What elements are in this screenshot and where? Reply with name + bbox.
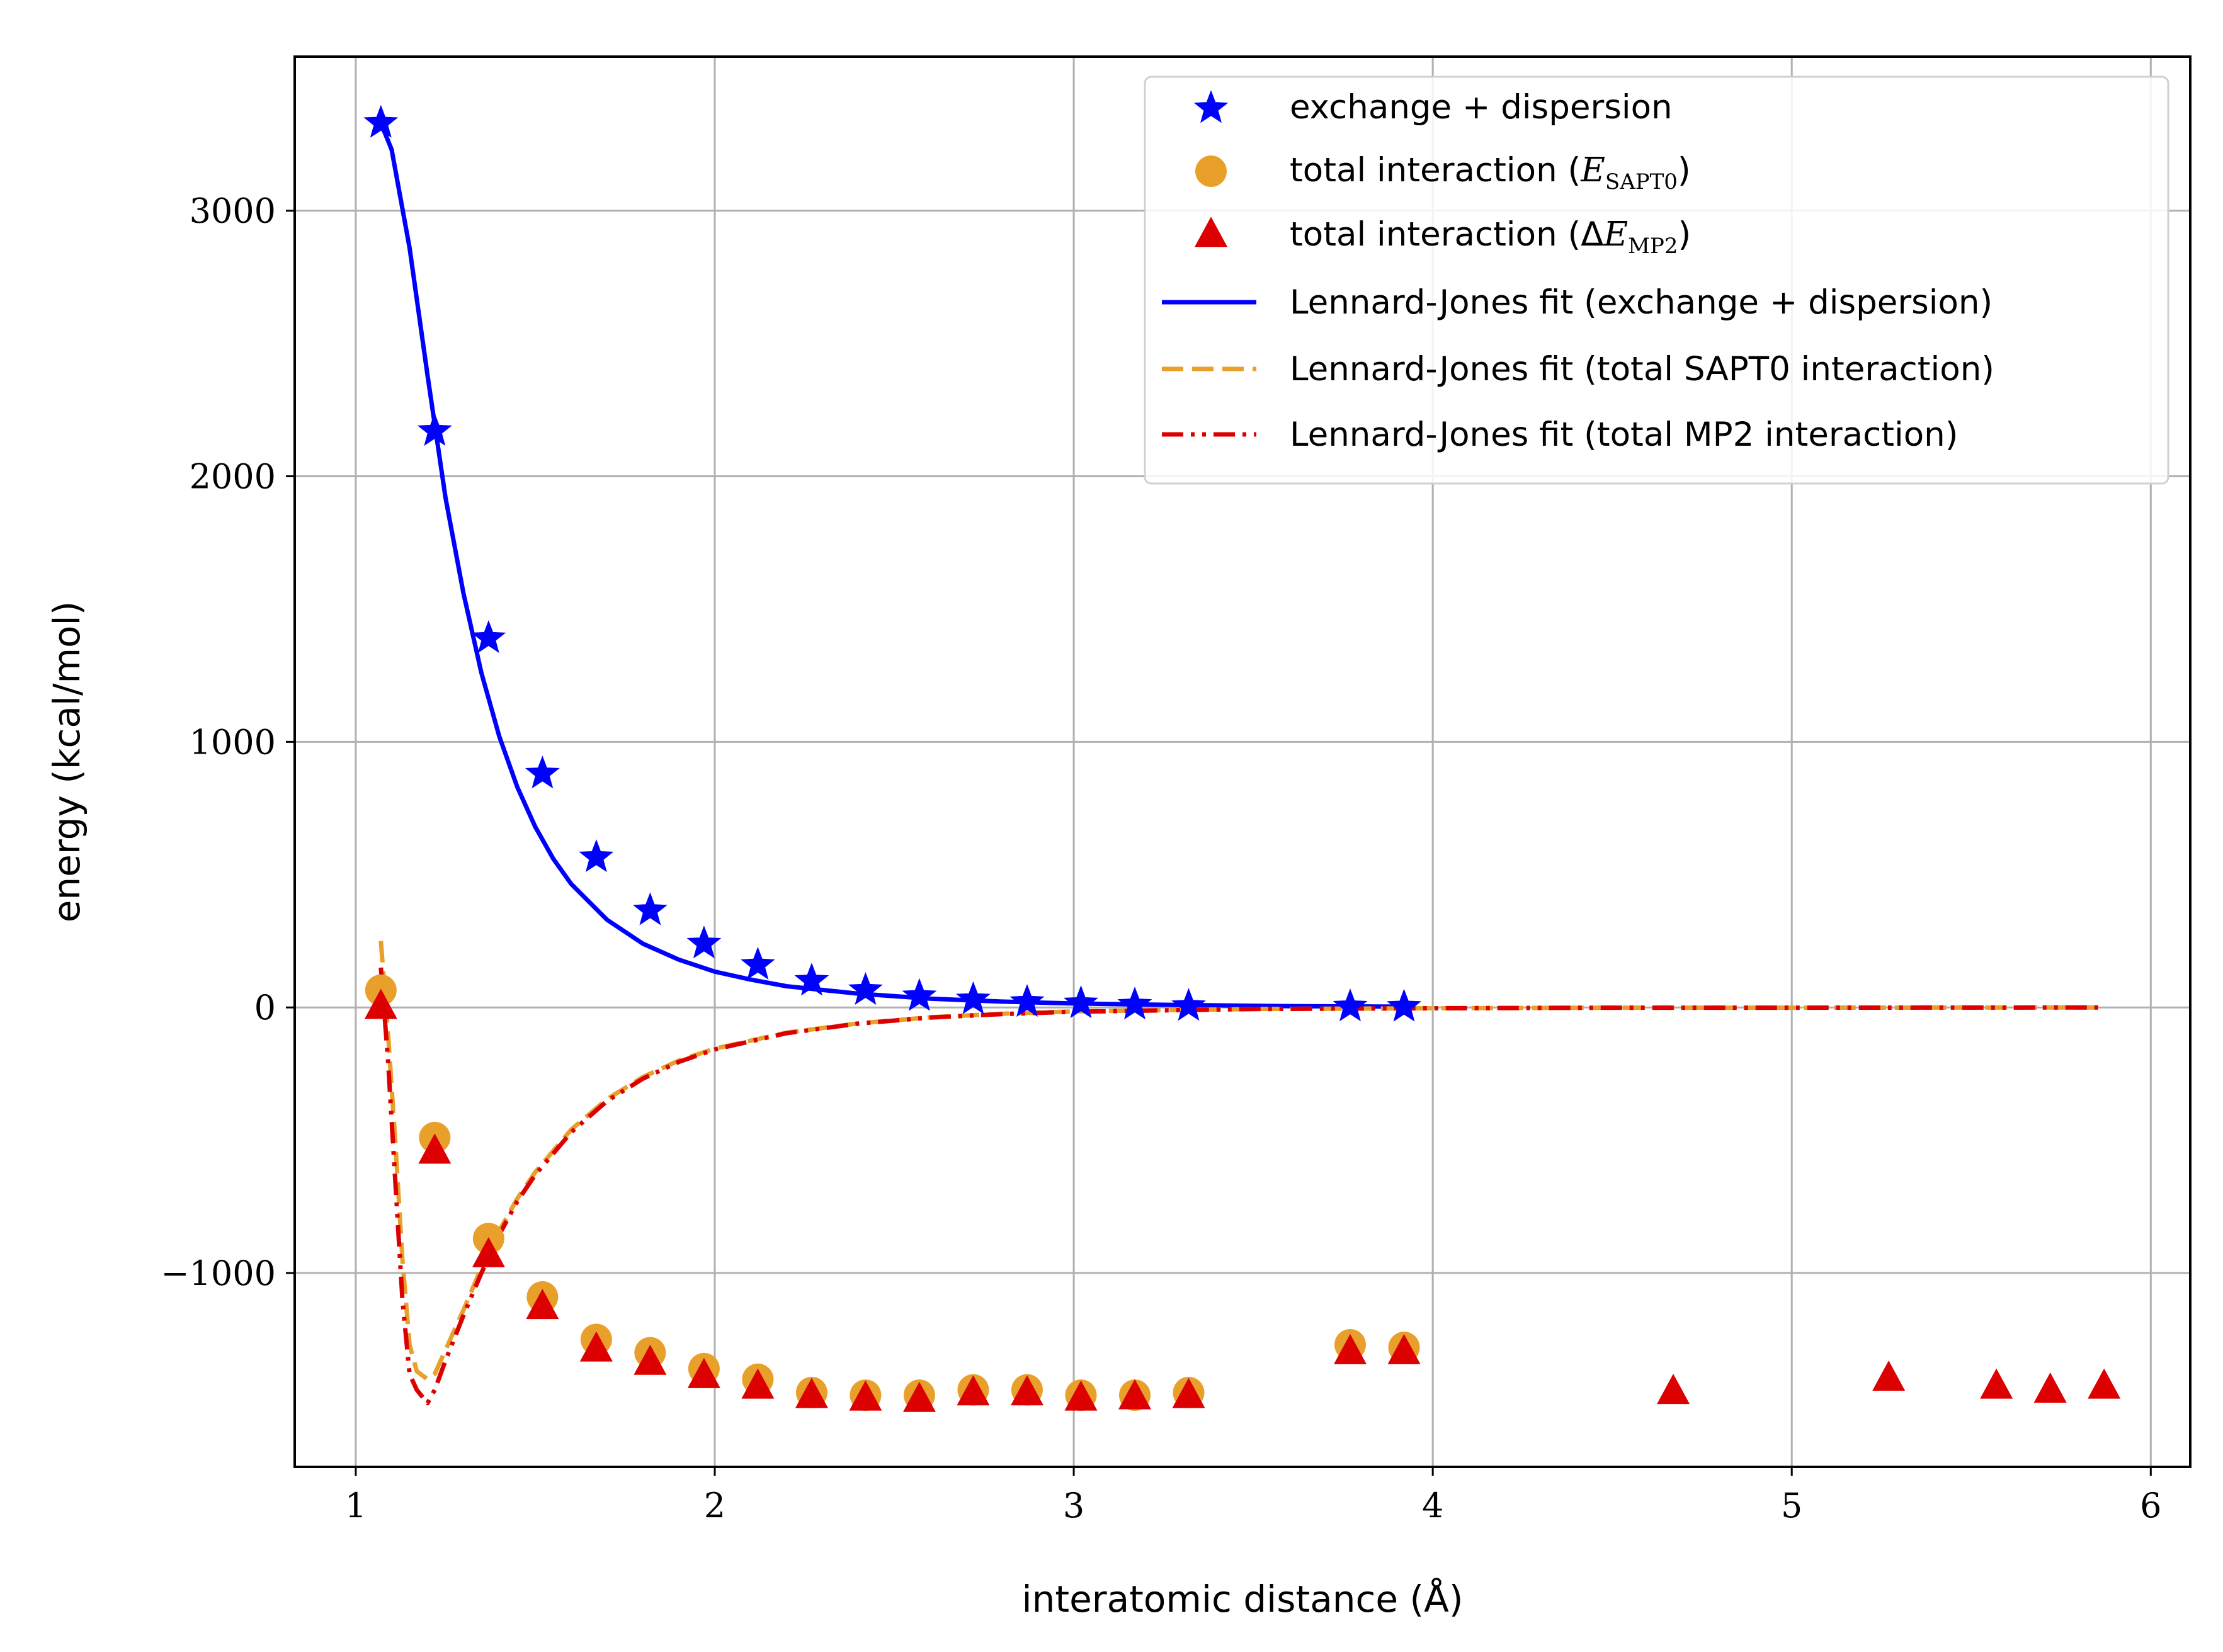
legend-label-part: Lennard-Jones fit (total MP2 interaction… xyxy=(1290,416,1958,454)
y-tick-label: −1000 xyxy=(161,1253,276,1293)
data-point-mp2 xyxy=(687,1357,720,1388)
legend-label-mp2: total interaction (ΔEMP2) xyxy=(1290,215,1691,259)
data-point-exch xyxy=(686,925,722,959)
legend-box xyxy=(1144,76,2169,485)
legend-label-fit_mp2: Lennard-Jones fit (total MP2 interaction… xyxy=(1290,416,1958,454)
x-axis-ticks: 1 2 3 4 5 6 xyxy=(345,1467,2161,1525)
data-point-exch xyxy=(1333,988,1368,1022)
data-point-exch xyxy=(1387,988,1421,1022)
plot-frame xyxy=(293,55,2192,1468)
data-points xyxy=(363,105,2121,1412)
x-tick-label: 4 xyxy=(1422,1486,1443,1525)
data-point-mp2 xyxy=(795,1378,828,1408)
x-tick-label: 5 xyxy=(1781,1486,1802,1525)
data-point-mp2 xyxy=(1657,1374,1690,1405)
legend-label-part: total interaction ( xyxy=(1290,215,1581,254)
data-point-exch xyxy=(1009,983,1045,1017)
data-point-exch xyxy=(902,978,937,1011)
legend-marker-exch xyxy=(1193,90,1229,123)
legend-label-part: Lennard-Jones fit (total SAPT0 interacti… xyxy=(1290,350,1994,388)
data-point-mp2 xyxy=(1172,1378,1205,1408)
data-point-exch xyxy=(632,892,668,925)
data-point-exch xyxy=(471,620,506,653)
y-tick-label: 1000 xyxy=(190,722,276,762)
legend-label-part: SAPT0 xyxy=(1605,169,1678,195)
data-point-exch xyxy=(956,981,991,1014)
data-point-mp2 xyxy=(634,1344,667,1375)
legend-label-exch: exchange + dispersion xyxy=(1290,88,1673,127)
data-point-exch xyxy=(525,755,560,789)
legend-label-part: E xyxy=(1603,215,1628,254)
legend-label-part: exchange + dispersion xyxy=(1290,88,1673,127)
legend-label-fit_exch: Lennard-Jones fit (exchange + dispersion… xyxy=(1290,283,1993,322)
x-tick-label: 3 xyxy=(1063,1486,1084,1525)
data-point-mp2 xyxy=(579,1331,613,1362)
data-point-mp2 xyxy=(418,1133,452,1164)
series-line-fit_exch xyxy=(378,122,1397,1009)
legend-marker-sapt xyxy=(1195,156,1227,187)
data-point-mp2 xyxy=(472,1236,505,1267)
legend-label-part: Δ xyxy=(1581,215,1603,254)
legend-label-fit_sapt: Lennard-Jones fit (total SAPT0 interacti… xyxy=(1290,350,1994,388)
legend-label-sapt: total interaction (ESAPT0) xyxy=(1290,151,1691,195)
data-point-mp2 xyxy=(364,988,397,1019)
y-tick-label: 2000 xyxy=(190,457,276,497)
data-point-exch xyxy=(1171,988,1206,1021)
data-point-mp2 xyxy=(849,1380,882,1411)
data-point-exch xyxy=(579,839,614,873)
data-point-mp2 xyxy=(1872,1361,1906,1391)
fit-lines xyxy=(378,122,2105,1406)
data-point-mp2 xyxy=(2088,1368,2121,1399)
legend-label-part: ) xyxy=(1678,151,1691,190)
data-point-exch xyxy=(417,412,452,446)
data-point-mp2 xyxy=(1980,1368,2013,1399)
x-tick-label: 2 xyxy=(704,1486,725,1525)
data-point-mp2 xyxy=(957,1375,990,1406)
data-point-mp2 xyxy=(1064,1380,1098,1411)
legend-label-part: ) xyxy=(1678,215,1691,254)
legend-label-part: E xyxy=(1580,151,1605,190)
data-point-mp2 xyxy=(1387,1333,1421,1364)
data-point-exch xyxy=(363,105,399,138)
legend: exchange + dispersion total interaction (… xyxy=(1144,76,2169,485)
x-tick-label: 1 xyxy=(345,1486,367,1525)
y-tick-label: 3000 xyxy=(190,191,276,231)
data-point-exch xyxy=(1117,987,1152,1020)
y-axis-label: energy (kcal/mol) xyxy=(45,601,88,923)
data-point-exch xyxy=(848,971,883,1005)
series-line-fit_mp2 xyxy=(378,967,2105,1406)
x-tick-label: 6 xyxy=(2140,1486,2161,1525)
data-point-mp2 xyxy=(526,1289,559,1320)
y-axis-ticks: 3000 2000 1000 0 −1000 xyxy=(161,191,295,1293)
legend-label-part: total interaction ( xyxy=(1290,151,1581,190)
legend-marker-mp2 xyxy=(1195,217,1227,247)
data-point-mp2 xyxy=(1334,1333,1367,1364)
data-point-mp2 xyxy=(1010,1375,1043,1406)
data-point-exch xyxy=(794,963,829,996)
data-point-exch xyxy=(741,946,775,980)
legend-label-part: MP2 xyxy=(1628,234,1678,259)
data-point-mp2 xyxy=(2033,1372,2067,1403)
legend-label-part: Lennard-Jones fit (exchange + dispersion… xyxy=(1290,283,1993,322)
y-tick-label: 0 xyxy=(254,988,276,1027)
data-point-mp2 xyxy=(902,1381,936,1412)
data-point-mp2 xyxy=(741,1368,775,1399)
data-point-exch xyxy=(1064,985,1098,1019)
x-axis-label: interatomic distance (Å) xyxy=(1022,1577,1464,1621)
data-point-mp2 xyxy=(1118,1379,1151,1410)
